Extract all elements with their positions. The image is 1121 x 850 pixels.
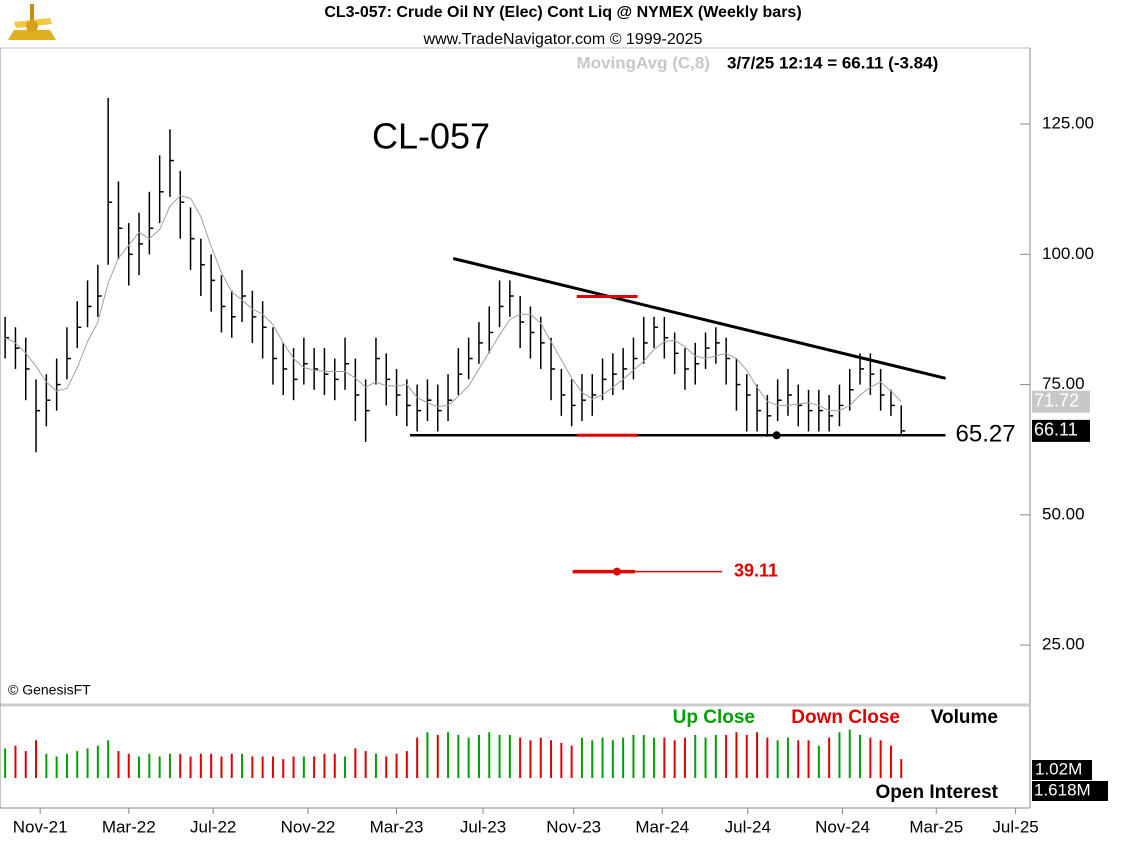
x-tick-label: Nov-24 bbox=[815, 817, 870, 836]
support-dot bbox=[772, 431, 781, 440]
credit: © GenesisFT bbox=[8, 682, 91, 698]
target-label: 39.11 bbox=[734, 560, 778, 580]
x-tick-label: Mar-22 bbox=[102, 817, 156, 836]
x-tick-label: Nov-22 bbox=[281, 817, 336, 836]
open-interest-label: 1.618M bbox=[1034, 780, 1091, 799]
chart-title: CL3-057: Crude Oil NY (Elec) Cont Liq @ … bbox=[324, 4, 801, 21]
legend-up: Up Close bbox=[673, 707, 755, 728]
legend-down: Down Close bbox=[791, 707, 900, 728]
label-box bbox=[1032, 781, 1108, 801]
watermark: CL-057 bbox=[372, 116, 490, 157]
quote: 3/7/25 12:14 = 66.11 (-3.84) bbox=[727, 53, 938, 72]
y-tick-label: 50.00 bbox=[1042, 504, 1085, 523]
chart-subtitle: www.TradeNavigator.com © 1999-2025 bbox=[423, 31, 703, 48]
support-label: 65.27 bbox=[956, 421, 1016, 448]
close-value-box bbox=[1032, 419, 1090, 442]
y-tick-label: 75.00 bbox=[1042, 374, 1085, 393]
ma-value-box bbox=[1032, 390, 1090, 413]
x-tick-label: Jul-23 bbox=[460, 817, 506, 836]
ma-label: MovingAvg (C,8) bbox=[577, 53, 710, 72]
x-tick-label: Mar-25 bbox=[909, 817, 963, 836]
y-tick-label: 125.00 bbox=[1042, 114, 1094, 133]
x-tick-label: Jul-24 bbox=[725, 817, 771, 836]
x-tick-label: Jul-25 bbox=[992, 817, 1038, 836]
x-tick-label: Nov-23 bbox=[546, 817, 601, 836]
volume-scale-label: 1.02M bbox=[1035, 759, 1082, 778]
x-tick-label: Mar-23 bbox=[370, 817, 424, 836]
target-dot bbox=[612, 567, 621, 576]
trendline bbox=[452, 257, 946, 380]
x-tick-label: Nov-21 bbox=[13, 817, 68, 836]
logo bbox=[8, 4, 56, 40]
open-interest-title: Open Interest bbox=[876, 782, 999, 803]
moving-average bbox=[4, 195, 902, 412]
ma-value: 71.72 bbox=[1034, 390, 1079, 410]
y-tick-label: 100.00 bbox=[1042, 244, 1094, 263]
x-tick-label: Jul-22 bbox=[190, 817, 236, 836]
x-tick-label: Mar-24 bbox=[635, 817, 689, 836]
y-tick-label: 25.00 bbox=[1042, 635, 1085, 654]
label-box bbox=[1032, 760, 1092, 780]
close-value: 66.11 bbox=[1034, 420, 1078, 440]
volume-title: Volume bbox=[931, 707, 998, 728]
